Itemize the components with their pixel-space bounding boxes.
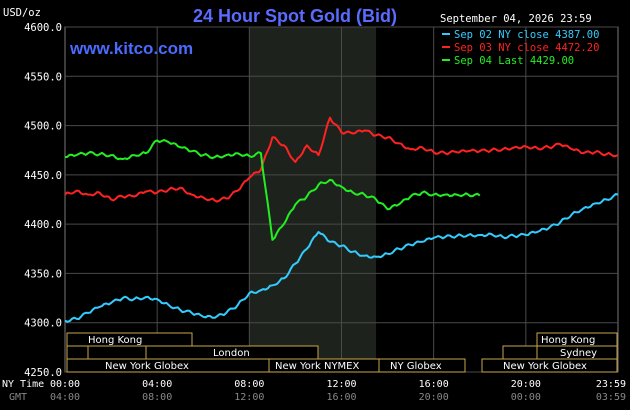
legend-label-sep04: Sep 04 Last 4429.00 [454,55,574,67]
x-tick-ny-3: 12:00 [326,379,356,390]
y-tick-label-3: 4450.0 [24,170,62,182]
x-tick-ny-0: 00:00 [50,379,80,390]
series-line-2 [64,139,481,241]
x-row2-label: GMT [9,392,27,403]
series-line-1 [64,116,619,203]
y-tick-label-2: 4500.0 [24,121,62,133]
session-bars: Hong Kong Hong Kong London Sydney New Yo… [66,332,618,373]
session-ny-nymex: New York NYMEX [275,361,360,372]
x-tick-gmt-0: 04:00 [50,392,80,403]
y-tick-label-0: 4600.0 [24,22,62,34]
x-tick-ny-5: 20:00 [511,379,541,390]
nymex-session-shade [249,27,377,372]
x-row1-label: NY Time [2,379,44,390]
legend-entry-sep02: Sep 02 NY close 4387.00 [442,29,599,41]
x-tick-ny-4: 16:00 [419,379,449,390]
x-tick-gmt-1: 08:00 [142,392,172,403]
x-tick-gmt-2: 12:00 [234,392,264,403]
y-tick-label-7: 4250.0 [24,367,62,379]
x-tick-gmt-5: 00:00 [511,392,541,403]
series-group [64,116,619,323]
session-hong-kong-box [66,332,193,347]
site-url[interactable]: www.kitco.com [69,39,193,58]
session-hong-kong: Hong Kong [88,335,142,346]
x-tick-ny-1: 04:00 [142,379,172,390]
chart-title: 24 Hour Spot Gold (Bid) [193,6,397,26]
session-hong-kong-2: Hong Kong [541,335,595,346]
chart-date: September 04, 2026 23:59 [440,13,592,25]
session-ny-globex-box-2 [481,358,618,373]
legend-label-sep02: Sep 02 NY close 4387.00 [454,29,599,41]
session-short-box-b [502,345,538,360]
y-tick-label-5: 4350.0 [24,268,62,280]
legend: Sep 02 NY close 4387.00 Sep 03 NY close … [442,29,599,67]
session-short-box-a [66,345,89,360]
unit-label: USD/oz [3,7,41,19]
session-london: London [213,348,250,359]
x-tick-gmt-6: 03:59 [596,392,626,403]
legend-label-sep03: Sep 03 NY close 4472.20 [454,42,599,54]
y-axis-labels: 4600.0 4550.0 4500.0 4450.0 4400.0 4350.0 4300… [24,22,62,379]
series-line-0 [64,193,619,323]
x-axis-labels: 00:00 04:00 04:00 08:00 08:00 12:00 12:00 16:00… [50,379,626,403]
grid-lines [65,26,618,373]
x-tick-ny-6: 23:59 [596,379,626,390]
session-ny-globex-short-box [378,358,466,373]
x-tick-ny-2: 08:00 [234,379,264,390]
y-tick-label-4: 4400.0 [24,219,62,231]
x-tick-gmt-3: 16:00 [326,392,356,403]
y-tick-label-6: 4300.0 [24,318,62,330]
y-tick-label-1: 4550.0 [24,71,62,83]
x-tick-gmt-4: 20:00 [419,392,449,403]
session-ny-globex: New York Globex [105,361,189,372]
legend-entry-sep04: Sep 04 Last 4429.00 [442,55,574,67]
session-ny-globex-2: New York Globex [503,361,587,372]
session-sydney: Sydney [560,348,597,359]
session-ny-globex-short: NY Globex [390,361,442,372]
legend-entry-sep03: Sep 03 NY close 4472.20 [442,42,599,54]
